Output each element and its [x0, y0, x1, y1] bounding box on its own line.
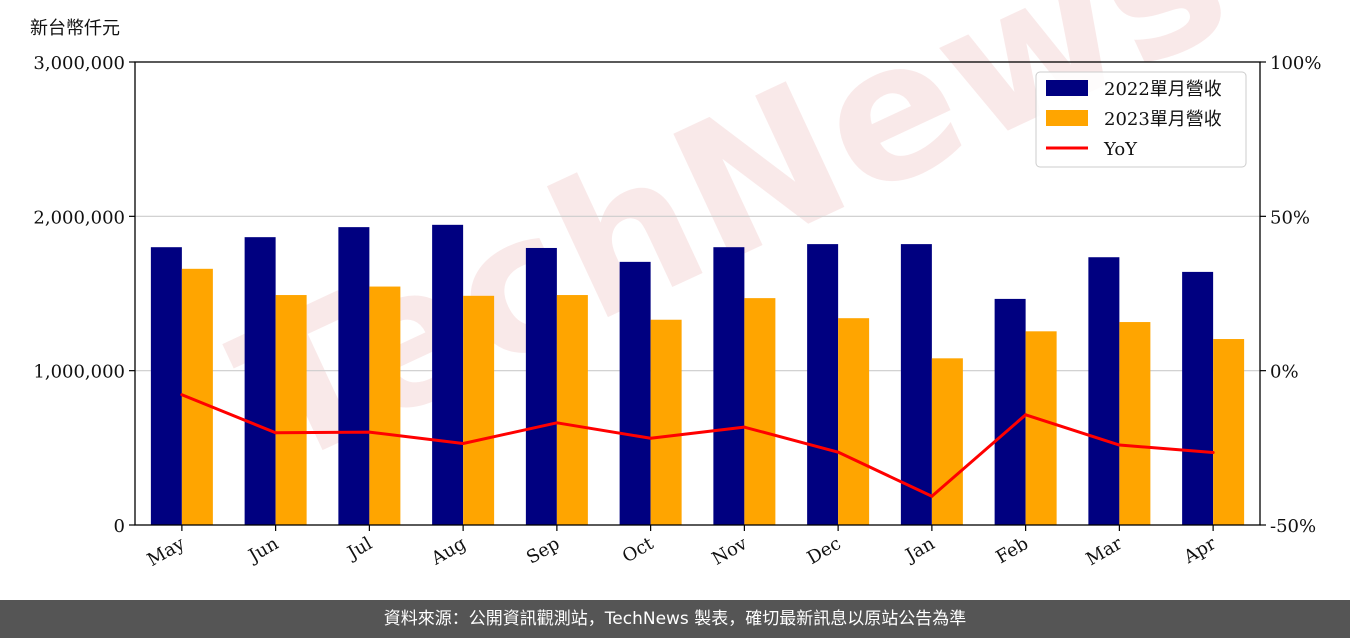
bar: [369, 286, 401, 525]
bar: [619, 261, 651, 525]
bar: [838, 318, 870, 525]
legend-swatch-2023: [1046, 110, 1088, 126]
yoy-point: [555, 421, 559, 425]
legend-label-yoy: YoY: [1103, 139, 1138, 160]
bar: [744, 298, 776, 525]
yoy-point: [930, 494, 934, 498]
revenue-chart: TechNews 01,000,0002,000,0003,000,000-50…: [33, 0, 1321, 571]
x-tick-label: Mar: [1083, 533, 1127, 570]
bar: [1025, 331, 1057, 525]
bar: [556, 295, 588, 525]
x-tick-label: Jan: [901, 533, 939, 567]
yoy-point: [274, 431, 278, 435]
plot-frame: [134, 61, 1261, 526]
grid-lines: [135, 215, 1260, 372]
bar: [1213, 339, 1245, 525]
source-footer: 資料來源：公開資訊觀測站，TechNews 製表，確切最新訊息以原站公告為準: [0, 600, 1350, 638]
yoy-point: [836, 450, 840, 454]
unit-label: 新台幣仟元: [30, 18, 120, 39]
x-tick-label: Nov: [709, 533, 752, 570]
x-tick-label: Apr: [1180, 533, 1220, 568]
legend-label-2022: 2022單月營收: [1104, 79, 1222, 100]
bar: [650, 319, 682, 525]
bar: [1119, 322, 1151, 525]
bar: [244, 237, 276, 525]
x-tick-label: Jun: [244, 533, 283, 568]
bar: [994, 298, 1026, 525]
bar: [432, 224, 464, 526]
y-right-tick-label: 0%: [1270, 362, 1299, 383]
bars: [150, 224, 1245, 526]
y-tick-label: 3,000,000: [33, 53, 125, 74]
yoy-point: [1211, 450, 1215, 454]
bar: [275, 295, 307, 525]
yoy-point: [1024, 413, 1028, 417]
x-tick-label: Sep: [523, 533, 563, 568]
legend-box: [1035, 71, 1247, 168]
legend-swatch-2022: [1046, 80, 1088, 96]
bar: [1182, 271, 1214, 525]
bar: [931, 358, 963, 525]
x-tick-label: May: [144, 533, 189, 571]
legend: 2022單月營收 2023單月營收 YoY: [1035, 71, 1247, 168]
x-tick-label: Jul: [342, 533, 376, 565]
yoy-point: [649, 436, 653, 440]
x-tick-label: Oct: [619, 533, 658, 568]
yoy-line: [181, 393, 1214, 498]
bar: [463, 295, 495, 525]
y-tick-label: 0: [114, 516, 125, 537]
x-tick-label: Dec: [804, 533, 845, 569]
y-right-tick-label: 100%: [1270, 53, 1321, 74]
bar: [807, 244, 839, 525]
yoy-point: [742, 425, 746, 429]
bar: [1088, 257, 1120, 525]
bar: [900, 244, 932, 525]
y-tick-label: 2,000,000: [33, 207, 125, 228]
bar: [338, 227, 370, 526]
yoy-line-layer: [180, 393, 1215, 498]
yoy-point: [180, 393, 184, 397]
yoy-point: [367, 430, 371, 434]
y-tick-label: 1,000,000: [33, 362, 125, 383]
y-right-tick-label: 50%: [1270, 207, 1310, 228]
x-tick-label: Feb: [992, 533, 1032, 568]
bar: [150, 247, 182, 525]
yoy-point: [1117, 443, 1121, 447]
bar: [525, 247, 557, 525]
y-right-tick-label: -50%: [1270, 516, 1316, 537]
legend-label-2023: 2023單月營收: [1104, 109, 1222, 130]
x-tick-label: Aug: [427, 533, 470, 570]
bar: [713, 247, 745, 525]
yoy-point: [461, 442, 465, 446]
